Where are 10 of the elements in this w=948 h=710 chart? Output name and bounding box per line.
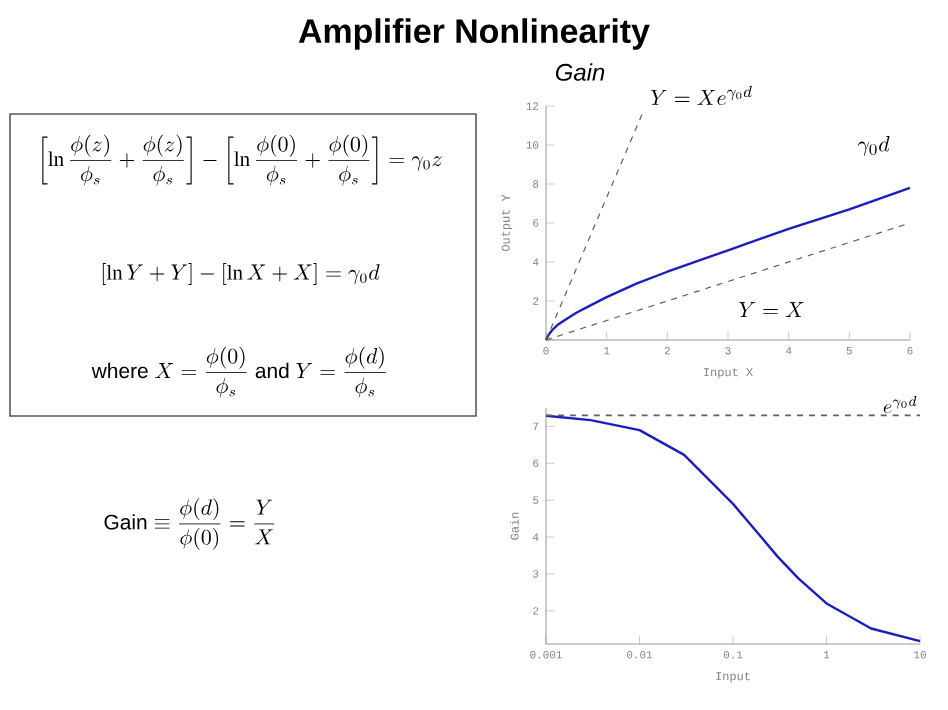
text: Gain bbox=[555, 63, 605, 81]
annotation: $\gamma_0 d$ bbox=[857, 136, 890, 156]
annotation: $Y = X e^{\gamma_0 d}$ bbox=[650, 85, 752, 106]
text: $\mbox{Gain}\equiv\frac{\phi(d)}{\phi(0)}=\frac{Y}{X}$ bbox=[104, 498, 275, 550]
text: $\left[\ln Y+Y\right]-\left[\ln X+X\right]=\gamma_0 d$ bbox=[102, 263, 380, 285]
annotation: $Y = X$ bbox=[739, 302, 804, 318]
ref-line-label: $e^{\gamma_0 d}$ bbox=[883, 396, 917, 414]
text: $\mbox{where } X=\frac{\phi(0)}{\phi_s}\mbox{ and } Y=\frac{\phi(d)}{\phi_s}$ bbox=[91, 346, 386, 398]
text: Amplifier Nonlinearity bbox=[298, 18, 650, 50]
text: $\left[\ln\frac{\phi(z)}{\phi_s}+\frac{\phi(z)}{\phi_s}\right]-\left[\ln\frac{\phi(0)}{\phi_s}+\frac{\phi(0)}{\phi_s}\right]=\gamma_0 z$ bbox=[42, 134, 442, 186]
